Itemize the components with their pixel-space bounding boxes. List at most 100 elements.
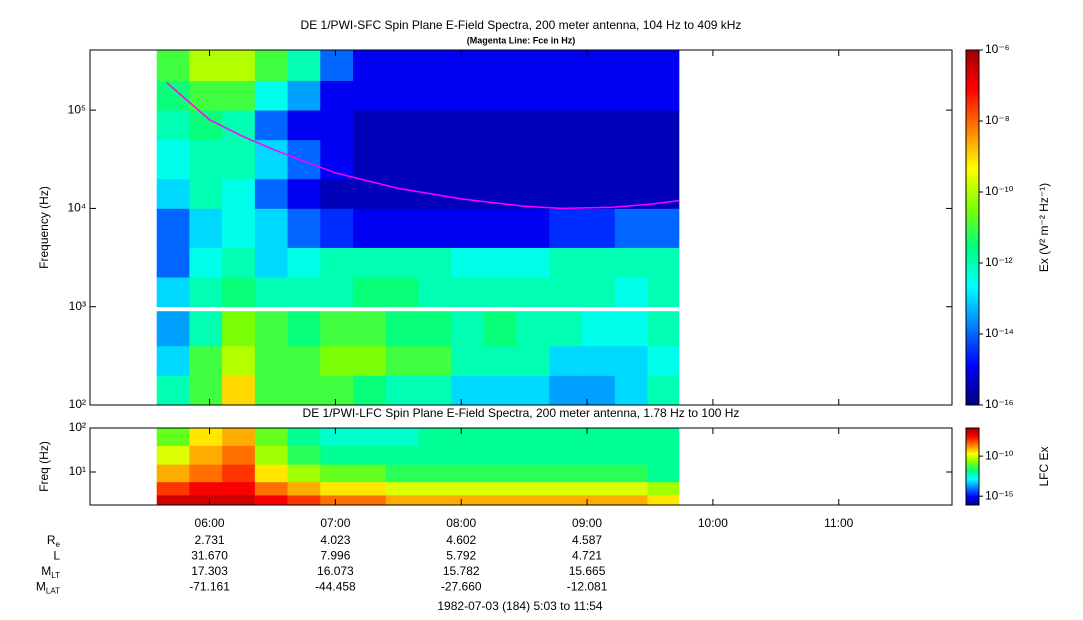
spectrogram-cell — [353, 311, 387, 347]
colorbar-tick-label: 10⁻¹⁰ — [985, 448, 1014, 462]
orbit-value: 17.303 — [191, 564, 228, 578]
spectrogram-cell — [222, 345, 256, 376]
spectrogram-cell — [156, 495, 190, 506]
y-tick-label: 10² — [69, 397, 86, 411]
time-caption: 1982-07-03 (184) 5:03 to 11:54 — [437, 599, 603, 613]
spectrogram-cell — [189, 428, 223, 446]
spectrogram-cell — [451, 428, 485, 446]
spectrogram-cell — [353, 110, 387, 141]
spectrogram-cell — [516, 50, 550, 81]
spectrogram-cell — [647, 277, 680, 308]
spectrogram-cell — [254, 345, 288, 376]
spectrogram-cell — [254, 139, 288, 180]
spectrogram-cell — [287, 345, 321, 376]
spectrogram-cell — [614, 139, 648, 180]
spectrogram-cell — [582, 110, 616, 141]
spectrogram-cell — [418, 428, 452, 446]
spectrogram-cell — [320, 445, 354, 465]
spectrogram-cell — [287, 495, 321, 506]
spectrogram-cell — [156, 428, 190, 446]
spectrogram-cell — [156, 345, 190, 376]
colorbar-tick-label: 10⁻¹⁶ — [985, 397, 1014, 411]
spectrogram-cell — [549, 428, 583, 446]
orbit-value: 15.665 — [569, 564, 606, 578]
spectrogram-cell — [156, 110, 190, 141]
spectrogram-cell — [320, 178, 354, 209]
spectrogram-cell — [320, 208, 354, 248]
spectrogram-cell — [353, 445, 387, 465]
spectrogram-cell — [254, 375, 288, 406]
spectrogram-cell — [582, 247, 616, 278]
spectrogram-cell — [385, 247, 419, 278]
spectrogram-cell — [156, 247, 190, 278]
spectrogram-cell — [189, 481, 223, 496]
y-tick-label: 10² — [69, 420, 86, 434]
orbit-label-main: L — [53, 549, 60, 563]
spectrogram-cell — [222, 208, 256, 248]
orbit-value: 4.602 — [446, 533, 476, 547]
orbit-label-main: R — [47, 533, 56, 547]
spectrogram-cell — [582, 139, 616, 180]
spectrogram-cell — [156, 481, 190, 496]
orbit-value: -71.161 — [189, 580, 230, 594]
spectrogram-cell — [647, 80, 680, 111]
spectrogram-cell — [320, 481, 354, 496]
spectrogram-cell — [516, 428, 550, 446]
spectrogram-cell — [647, 139, 680, 180]
panel-title: DE 1/PWI-LFC Spin Plane E-Field Spectra,… — [303, 406, 740, 420]
orbit-value: 15.782 — [443, 564, 480, 578]
spectrogram-cell — [451, 139, 485, 180]
spectrogram-cell — [647, 345, 680, 376]
spectrogram-cell — [451, 445, 485, 465]
spectrogram-cell — [647, 311, 680, 347]
spectrogram-cell — [353, 495, 387, 506]
spectrogram-cell — [549, 208, 583, 248]
spectrogram-cell — [614, 375, 648, 406]
x-tick-label: 07:00 — [320, 516, 350, 530]
spectrogram-cell — [451, 208, 485, 248]
spectrogram-cell — [156, 311, 190, 347]
spectrogram-cell — [222, 139, 256, 180]
spectrogram-cell — [418, 311, 452, 347]
spectrogram-cell — [418, 495, 452, 506]
spectrogram-cell — [516, 80, 550, 111]
spectrogram-cell — [582, 345, 616, 376]
orbit-label: Re — [47, 533, 61, 549]
spectrogram-cell — [189, 50, 223, 81]
spectrogram-cell — [614, 208, 648, 248]
spectrogram-cell — [189, 311, 223, 347]
spectrogram-cell — [483, 208, 517, 248]
spectrogram-cell — [451, 80, 485, 111]
x-tick-label: 08:00 — [446, 516, 476, 530]
spectrogram-cell — [549, 50, 583, 81]
spectrogram-cell — [320, 495, 354, 506]
x-tick-label: 06:00 — [195, 516, 225, 530]
spectrogram-cell — [189, 178, 223, 209]
spectrogram-cell — [549, 445, 583, 465]
spectrogram-cell — [385, 445, 419, 465]
spectrogram-cell — [549, 277, 583, 308]
spectrogram-cell — [614, 110, 648, 141]
spectrogram-cell — [582, 208, 616, 248]
spectrogram-cell — [614, 428, 648, 446]
spectrogram-cell — [582, 481, 616, 496]
orbit-label: L — [53, 549, 60, 563]
spectrogram-cell — [516, 311, 550, 347]
spectrogram-cell — [353, 375, 387, 406]
spectrogram-cell — [320, 247, 354, 278]
spectrogram-cell — [418, 208, 452, 248]
orbit-label-main: M — [41, 564, 51, 578]
spectrogram-cell — [320, 375, 354, 406]
spectrogram-cell — [549, 139, 583, 180]
spectrogram-cell — [320, 345, 354, 376]
spectrogram-cell — [418, 445, 452, 465]
spectrogram-cell — [254, 247, 288, 278]
colorbar-tick-label: 10⁻¹⁵ — [985, 488, 1014, 502]
orbit-value: 4.721 — [572, 549, 602, 563]
spectrogram-cell — [549, 495, 583, 506]
spectrogram-cell — [483, 110, 517, 141]
spectrogram-cell — [451, 464, 485, 483]
spectrogram-cell — [222, 375, 256, 406]
spectrogram-cell — [614, 311, 648, 347]
